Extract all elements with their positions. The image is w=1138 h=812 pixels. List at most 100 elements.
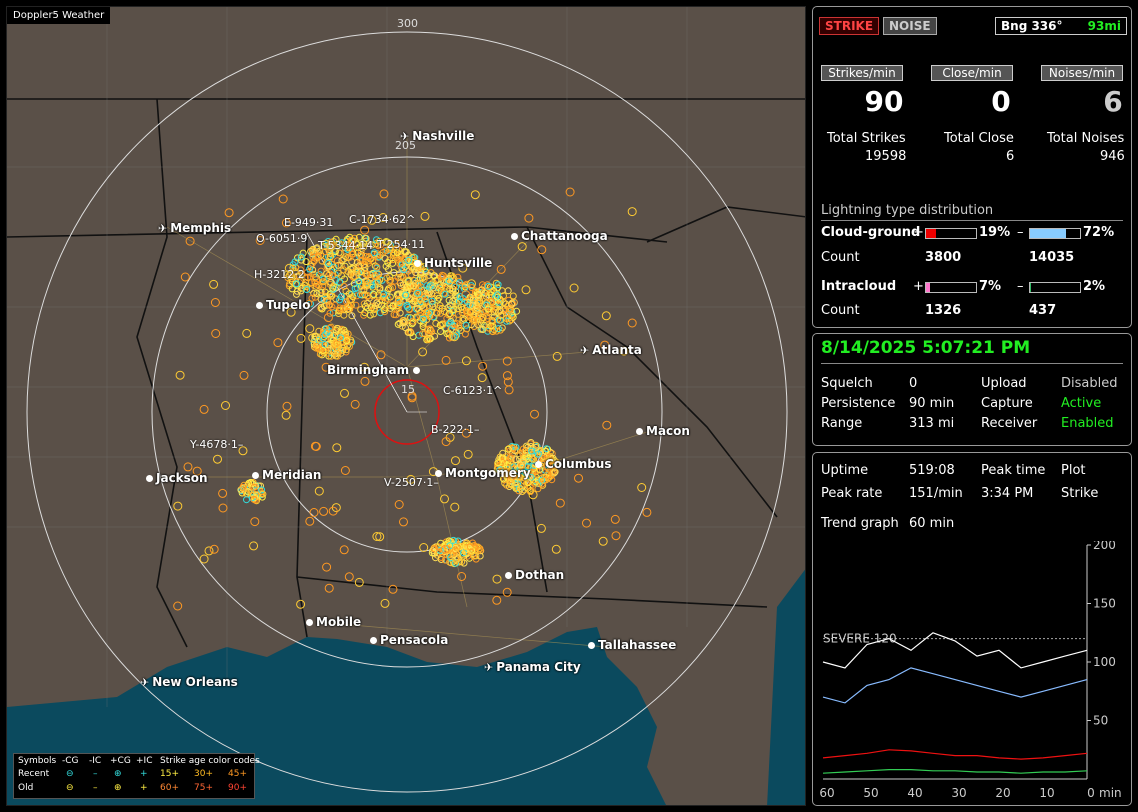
cg-negative-pct: 72% — [1083, 225, 1115, 240]
strike-symbol — [297, 256, 305, 264]
severe-threshold-label: SEVERE 120 — [823, 632, 897, 646]
city-dothan[interactable]: Dothan — [505, 568, 564, 582]
strike-symbol — [528, 447, 536, 455]
legend-recent-label: Recent — [18, 769, 50, 779]
cell-label[interactable]: C-1734·62^ — [349, 213, 416, 226]
city-tupelo[interactable]: Tupelo — [256, 298, 311, 312]
strike-symbol — [326, 301, 334, 309]
ic-negative-count: 437 — [1029, 303, 1057, 318]
strike-symbol — [436, 302, 444, 310]
strike-symbol — [423, 316, 431, 324]
city-macon[interactable]: Macon — [636, 424, 690, 438]
plot-value[interactable]: Strike — [1061, 486, 1099, 501]
noises-per-min-label[interactable]: Noises/min — [1041, 65, 1123, 81]
strike-symbol — [340, 466, 350, 475]
city-atlanta[interactable]: ✈ Atlanta — [580, 343, 642, 357]
strike-symbol — [445, 320, 453, 328]
strike-symbol — [321, 248, 329, 256]
cell-label[interactable]: H-3212·2 — [254, 268, 305, 281]
squelch-value[interactable]: 0 — [909, 376, 918, 391]
radar-map[interactable]: Doppler5 Weather 300 205 15 ✈ Nashville ✈… — [6, 6, 806, 806]
city-pensacola[interactable]: Pensacola — [370, 633, 448, 647]
city-montgomery[interactable]: Montgomery — [435, 466, 531, 480]
strike-symbol — [365, 253, 373, 260]
city-nashville[interactable]: ✈ Nashville — [400, 129, 475, 143]
cell-label[interactable]: V-2507·1– — [384, 476, 439, 489]
strike-symbol — [357, 261, 365, 269]
city-tallahassee[interactable]: Tallahassee — [588, 638, 676, 652]
strike-symbol — [461, 290, 471, 300]
strike-symbol — [328, 292, 336, 300]
trend-graph-value[interactable]: 60 min — [909, 516, 955, 531]
strike-symbol — [299, 273, 309, 282]
strike-symbol — [325, 272, 333, 279]
strike-symbol — [504, 287, 512, 295]
ic-negative-pct: 2% — [1083, 279, 1106, 294]
cell-label[interactable]: C-6123·1^ — [443, 384, 503, 397]
upload-value[interactable]: Disabled — [1061, 376, 1118, 391]
city-chattanooga[interactable]: Chattanooga — [511, 229, 608, 243]
strike-symbol — [412, 269, 420, 277]
city-jackson[interactable]: Jackson — [146, 471, 208, 485]
strike-symbol — [456, 293, 464, 301]
city-dot-icon — [413, 367, 421, 374]
cell-label[interactable]: E-949·31 — [284, 216, 334, 229]
city-meridian[interactable]: Meridian — [252, 468, 321, 482]
strike-symbol — [285, 271, 295, 281]
cell-label[interactable]: T-254·11 — [377, 238, 426, 251]
city-dot-icon — [306, 619, 313, 626]
strike-symbol — [509, 292, 517, 300]
pos-cg-old-icon: ⊕ — [114, 783, 122, 793]
airport-icon: ✈ — [400, 130, 410, 143]
city-birmingham[interactable]: Birmingham — [327, 363, 423, 377]
strike-symbol — [414, 289, 422, 297]
range-label: Range — [821, 416, 863, 431]
strike-symbol — [466, 307, 474, 315]
strike-symbol — [302, 258, 310, 266]
strike-symbol — [396, 260, 404, 268]
close-per-min-label[interactable]: Close/min — [931, 65, 1013, 81]
city-panama-city[interactable]: ✈ Panama City — [484, 660, 581, 674]
range-value[interactable]: 313 mi — [909, 416, 955, 431]
receiver-value[interactable]: Enabled — [1061, 416, 1114, 431]
strike-symbol — [410, 282, 417, 290]
strike-symbol — [250, 483, 258, 491]
strike-symbol — [238, 446, 248, 456]
status-panel: 8/14/2025 5:07:21 PM Squelch 0 Upload Di… — [812, 333, 1132, 446]
city-new-orleans[interactable]: ✈ New Orleans — [140, 675, 238, 689]
legend-neg-cg: -CG — [62, 756, 79, 766]
strike-symbol — [402, 291, 410, 299]
neg-cg-recent-icon: ⊖ — [66, 769, 74, 779]
capture-value[interactable]: Active — [1061, 396, 1102, 411]
city-huntsville[interactable]: Huntsville — [414, 256, 492, 270]
persistence-value[interactable]: 90 min — [909, 396, 955, 411]
strike-symbol — [503, 377, 513, 387]
strike-symbol — [383, 274, 391, 282]
strike-symbol — [395, 270, 403, 278]
strike-symbol — [500, 299, 508, 307]
cell-label[interactable]: B-222·1– — [431, 423, 480, 436]
strike-symbol — [334, 350, 342, 358]
cell-label[interactable]: Y-4678·1– — [190, 438, 244, 451]
city-memphis[interactable]: ✈ Memphis — [158, 221, 232, 235]
strike-symbol — [520, 486, 528, 494]
noise-button[interactable]: NOISE — [883, 17, 937, 35]
strike-symbol — [406, 474, 416, 484]
strike-symbol — [389, 259, 397, 267]
strike-symbol — [531, 468, 538, 476]
strike-symbol — [459, 314, 467, 322]
strike-symbol — [321, 362, 331, 372]
cell-label[interactable]: O-6051·9 — [256, 232, 308, 245]
strikes-per-min-label[interactable]: Strikes/min — [821, 65, 903, 81]
strike-button[interactable]: STRIKE — [819, 17, 880, 35]
strike-symbol — [441, 437, 451, 447]
strike-symbol — [173, 601, 183, 611]
cell-label[interactable]: T-5344·14 — [318, 239, 374, 252]
strike-symbol — [449, 332, 459, 342]
city-columbus[interactable]: Columbus — [535, 457, 612, 471]
strike-symbol — [505, 444, 513, 452]
strike-symbol — [192, 466, 202, 476]
city-mobile[interactable]: Mobile — [306, 615, 361, 629]
strike-symbol — [463, 548, 471, 556]
strike-symbol — [471, 290, 479, 298]
